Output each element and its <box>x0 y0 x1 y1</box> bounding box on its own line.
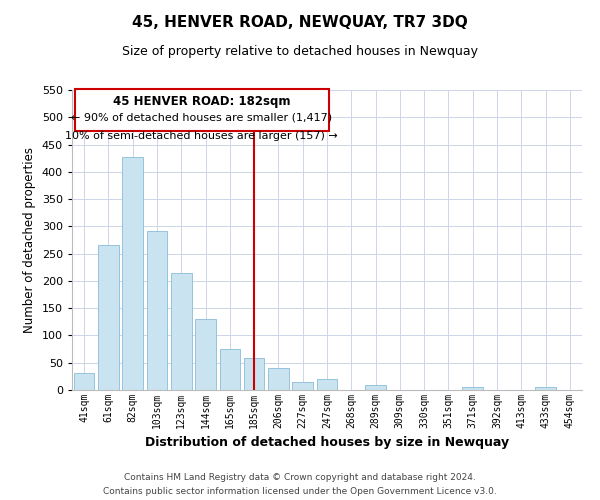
Text: 45, HENVER ROAD, NEWQUAY, TR7 3DQ: 45, HENVER ROAD, NEWQUAY, TR7 3DQ <box>132 15 468 30</box>
Y-axis label: Number of detached properties: Number of detached properties <box>23 147 36 333</box>
Text: ← 90% of detached houses are smaller (1,417): ← 90% of detached houses are smaller (1,… <box>71 112 332 122</box>
Bar <box>535 388 556 390</box>
X-axis label: Distribution of detached houses by size in Newquay: Distribution of detached houses by size … <box>145 436 509 450</box>
Bar <box>98 246 119 390</box>
Text: Contains public sector information licensed under the Open Government Licence v3: Contains public sector information licen… <box>103 488 497 496</box>
Bar <box>317 379 337 390</box>
Bar <box>463 388 483 390</box>
Bar <box>268 368 289 390</box>
Bar <box>146 230 167 390</box>
Bar <box>244 358 265 390</box>
Text: Contains HM Land Registry data © Crown copyright and database right 2024.: Contains HM Land Registry data © Crown c… <box>124 472 476 482</box>
Bar <box>74 372 94 390</box>
Bar <box>122 156 143 390</box>
Bar <box>292 382 313 390</box>
Text: 45 HENVER ROAD: 182sqm: 45 HENVER ROAD: 182sqm <box>113 94 290 108</box>
Text: Size of property relative to detached houses in Newquay: Size of property relative to detached ho… <box>122 45 478 58</box>
FancyBboxPatch shape <box>74 88 329 130</box>
Bar <box>220 348 240 390</box>
Bar <box>195 319 216 390</box>
Text: 10% of semi-detached houses are larger (157) →: 10% of semi-detached houses are larger (… <box>65 130 338 140</box>
Bar <box>171 272 191 390</box>
Bar <box>365 384 386 390</box>
